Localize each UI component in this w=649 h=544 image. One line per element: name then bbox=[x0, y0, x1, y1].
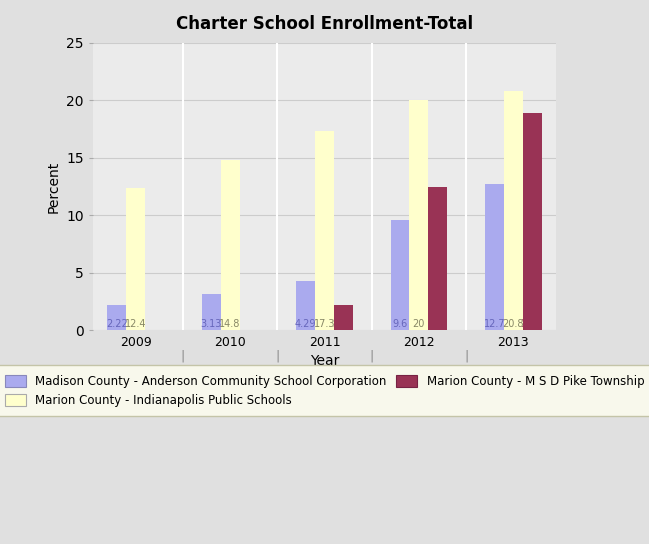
Bar bbox=[410, 100, 428, 330]
Text: |: | bbox=[181, 350, 185, 363]
Text: 4.29: 4.29 bbox=[295, 319, 316, 329]
Legend: Madison County - Anderson Community School Corporation, Marion County - Indianap: Madison County - Anderson Community Scho… bbox=[0, 366, 649, 416]
Text: 12.4: 12.4 bbox=[125, 319, 147, 329]
Bar bbox=[428, 187, 447, 330]
Text: 9.6: 9.6 bbox=[393, 319, 408, 329]
X-axis label: Year: Year bbox=[310, 354, 339, 368]
Text: 12.5: 12.5 bbox=[427, 319, 448, 329]
Text: |: | bbox=[369, 350, 374, 363]
Text: 18.9: 18.9 bbox=[521, 319, 543, 329]
Text: 17.3: 17.3 bbox=[313, 319, 336, 329]
Bar bbox=[391, 220, 410, 330]
Bar bbox=[221, 160, 239, 330]
Text: |: | bbox=[464, 350, 468, 363]
Title: Charter School Enrollment-Total: Charter School Enrollment-Total bbox=[176, 15, 473, 33]
Bar bbox=[485, 184, 504, 330]
Bar bbox=[315, 131, 334, 330]
Text: 14.8: 14.8 bbox=[219, 319, 241, 329]
Bar bbox=[127, 188, 145, 330]
Bar bbox=[504, 91, 522, 330]
Text: 20.8: 20.8 bbox=[502, 319, 524, 329]
Bar bbox=[334, 305, 353, 330]
Bar bbox=[296, 281, 315, 330]
Text: 2.22: 2.22 bbox=[106, 319, 128, 329]
Bar bbox=[202, 294, 221, 330]
Text: 20: 20 bbox=[413, 319, 425, 329]
Text: 3.13: 3.13 bbox=[201, 319, 222, 329]
Bar bbox=[108, 305, 127, 330]
Bar bbox=[522, 113, 541, 330]
Y-axis label: Percent: Percent bbox=[47, 160, 60, 213]
Text: 12.7: 12.7 bbox=[484, 319, 505, 329]
Text: |: | bbox=[275, 350, 280, 363]
Text: 2.19: 2.19 bbox=[333, 319, 354, 329]
